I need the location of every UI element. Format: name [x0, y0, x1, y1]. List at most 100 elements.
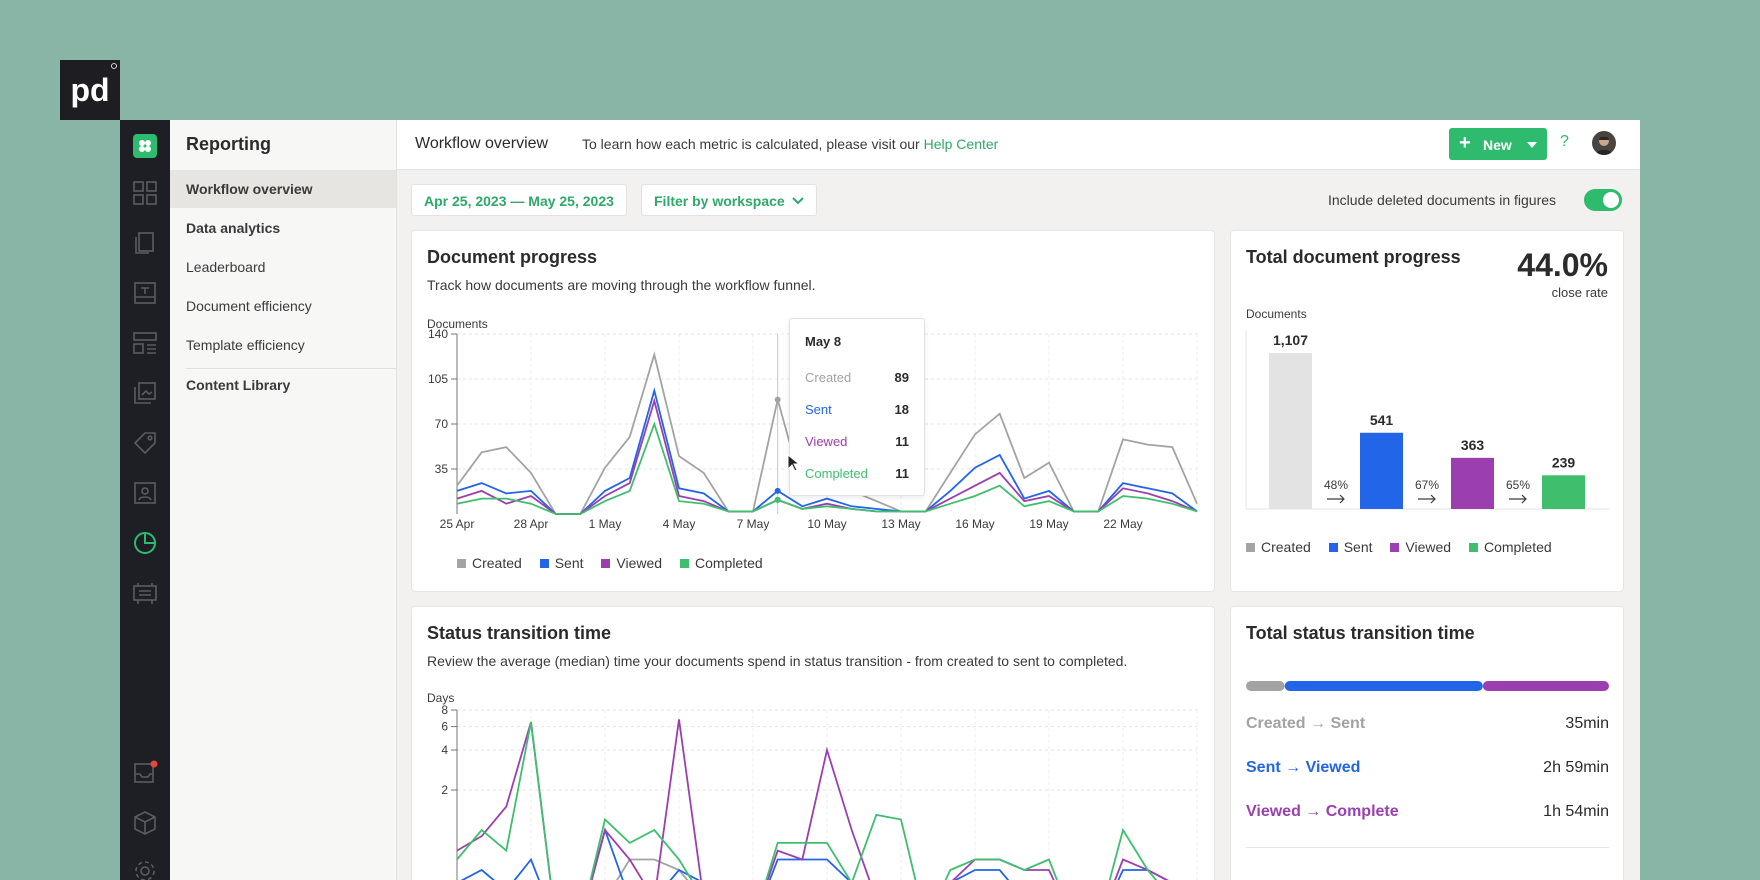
- arrow-right-icon: [1509, 494, 1527, 504]
- apps-cube-icon[interactable]: [132, 810, 158, 836]
- status-transition-card: Status transition time Review the averag…: [411, 606, 1215, 880]
- reports-icon[interactable]: [132, 530, 158, 556]
- stacked-segment-2: [1482, 681, 1609, 691]
- tag-icon[interactable]: [132, 430, 158, 456]
- legend-viewed: Viewed: [601, 555, 662, 571]
- avatar[interactable]: [1592, 131, 1616, 155]
- dashboard-icon[interactable]: [132, 180, 158, 206]
- close-rate-value: 44.0%: [1517, 247, 1608, 283]
- chart-legend: Created Sent Viewed Completed: [1246, 539, 1566, 555]
- tooltip-date: May 8: [805, 334, 842, 349]
- stacked-segment-0: [1246, 681, 1285, 691]
- arrow-right-icon: [1327, 494, 1345, 504]
- sidebar-item-leaderboard[interactable]: Leaderboard: [186, 259, 266, 275]
- x-tick-label: 10 May: [807, 517, 846, 531]
- x-tick-label: 1 May: [589, 517, 622, 531]
- y-tick-label: 6: [441, 720, 448, 734]
- y-tick-label: 105: [428, 372, 448, 386]
- new-button-label: New: [1483, 137, 1512, 153]
- sidebar-item-document-efficiency[interactable]: Document efficiency: [186, 298, 312, 314]
- conversion-rate-label: 65%: [1506, 478, 1530, 492]
- total-progress-chart: 1,107 541 363 239 48% 67% 65%: [1245, 331, 1609, 510]
- documents-icon[interactable]: [132, 230, 158, 256]
- legend-completed: Completed: [679, 555, 763, 571]
- integrations-icon[interactable]: [132, 580, 158, 606]
- sidebar-item-template-efficiency[interactable]: Template efficiency: [186, 337, 305, 353]
- stacked-segment-1: [1284, 681, 1483, 691]
- help-hint-text: To learn how each metric is calculated, …: [582, 136, 920, 152]
- x-tick-label: 7 May: [737, 517, 770, 531]
- tooltip-row-sent: Sent 18: [805, 402, 909, 417]
- chevron-down-icon: [792, 197, 804, 205]
- y-tick-label: 8: [441, 703, 448, 717]
- bar-value-label: 541: [1370, 412, 1394, 428]
- y-axis-label: Documents: [427, 317, 488, 331]
- y-axis-label: Documents: [1246, 307, 1307, 321]
- legend-viewed: Viewed: [1390, 539, 1451, 555]
- x-tick-label: 22 May: [1103, 517, 1142, 531]
- legend-completed: Completed: [1468, 539, 1552, 555]
- x-tick-label: 28 Apr: [514, 517, 549, 531]
- sidebar-item-content-library[interactable]: Content Library: [186, 377, 291, 393]
- bar-created: [1269, 353, 1312, 509]
- close-rate-label: close rate: [1551, 285, 1608, 300]
- help-icon[interactable]: ?: [1560, 133, 1569, 150]
- chevron-down-icon: [1527, 142, 1537, 148]
- bar-sent: [1360, 432, 1403, 509]
- workspace-filter-label: Filter by workspace: [654, 193, 785, 209]
- bar-value-label: 239: [1552, 454, 1576, 470]
- y-axis-label: Days: [427, 691, 455, 705]
- pandadoc-logo: pd: [60, 60, 120, 120]
- x-tick-label: 19 May: [1029, 517, 1068, 531]
- inbox-icon[interactable]: [132, 760, 158, 786]
- new-button[interactable]: + New: [1449, 128, 1547, 160]
- card-title: Document progress: [427, 247, 598, 267]
- help-center-link[interactable]: Help Center: [923, 136, 999, 152]
- transition-row-sent-viewed: Sent → Viewed 2h 59min: [1246, 759, 1609, 776]
- hover-point-completed: [774, 496, 781, 503]
- sidebar-item-data-analytics[interactable]: Data analytics: [186, 220, 281, 236]
- content-library-icon[interactable]: [132, 380, 158, 406]
- mouse-cursor-icon: [787, 454, 799, 472]
- sidebar-title: Reporting: [186, 134, 271, 154]
- card-title: Total status transition time: [1246, 623, 1475, 643]
- series-line-completed: [456, 421, 1198, 515]
- conversion-rate-label: 48%: [1324, 478, 1348, 492]
- hover-point-created: [774, 396, 781, 403]
- include-deleted-toggle[interactable]: [1584, 189, 1622, 211]
- page-title: Workflow overview: [415, 135, 549, 152]
- templates-icon[interactable]: [132, 280, 158, 306]
- series-line-completed: [456, 721, 1158, 880]
- y-tick-label: 4: [441, 743, 448, 757]
- bar-completed: [1542, 475, 1585, 509]
- series-line-sent: [460, 826, 1169, 880]
- toggle-knob: [1603, 192, 1619, 208]
- forms-icon[interactable]: [132, 330, 158, 356]
- transition-row-viewed-complete: Viewed → Complete 1h 54min: [1246, 803, 1609, 820]
- workspace-filter[interactable]: Filter by workspace: [641, 184, 817, 216]
- y-tick-label: 70: [435, 417, 449, 431]
- sidebar-item-workflow-overview[interactable]: Workflow overview: [170, 170, 396, 208]
- contacts-icon[interactable]: [132, 480, 158, 506]
- conversion-rate-label: 67%: [1415, 478, 1439, 492]
- divider: [1246, 847, 1609, 848]
- help-hint: To learn how each metric is calculated, …: [582, 136, 998, 152]
- status-transition-chart: 2 4 6 8: [441, 703, 1198, 880]
- plus-icon: +: [1459, 132, 1471, 154]
- logo-text: pd: [70, 72, 109, 108]
- chart-legend: Created Sent Viewed Completed: [457, 555, 777, 571]
- x-tick-label: 4 May: [663, 517, 696, 531]
- y-tick-label: 2: [441, 783, 448, 797]
- y-tick-label: 35: [435, 462, 449, 476]
- brand-icon[interactable]: [133, 134, 157, 158]
- reporting-sidebar: Reporting Workflow overview Data analyti…: [170, 120, 397, 880]
- card-title: Status transition time: [427, 623, 612, 643]
- date-range-picker[interactable]: Apr 25, 2023 — May 25, 2023: [411, 184, 627, 216]
- settings-gear-icon[interactable]: [132, 858, 158, 880]
- hover-point-sent: [774, 487, 781, 494]
- sidebar-divider: [186, 368, 396, 369]
- card-title: Total document progress: [1246, 247, 1461, 267]
- card-description: Track how documents are moving through t…: [427, 277, 816, 293]
- top-bar: Workflow overview To learn how each metr…: [397, 120, 1640, 170]
- legend-sent: Sent: [539, 555, 584, 571]
